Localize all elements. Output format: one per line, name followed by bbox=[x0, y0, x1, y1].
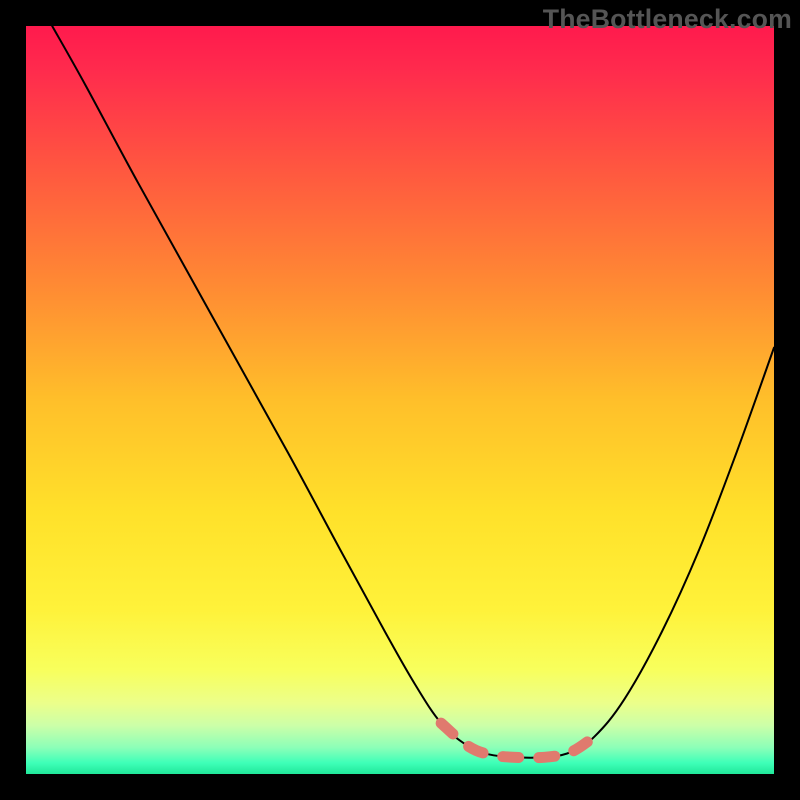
watermark-label: TheBottleneck.com bbox=[543, 4, 792, 35]
plot-area bbox=[26, 26, 774, 774]
chart-frame: TheBottleneck.com bbox=[0, 0, 800, 800]
chart-svg bbox=[0, 0, 800, 800]
